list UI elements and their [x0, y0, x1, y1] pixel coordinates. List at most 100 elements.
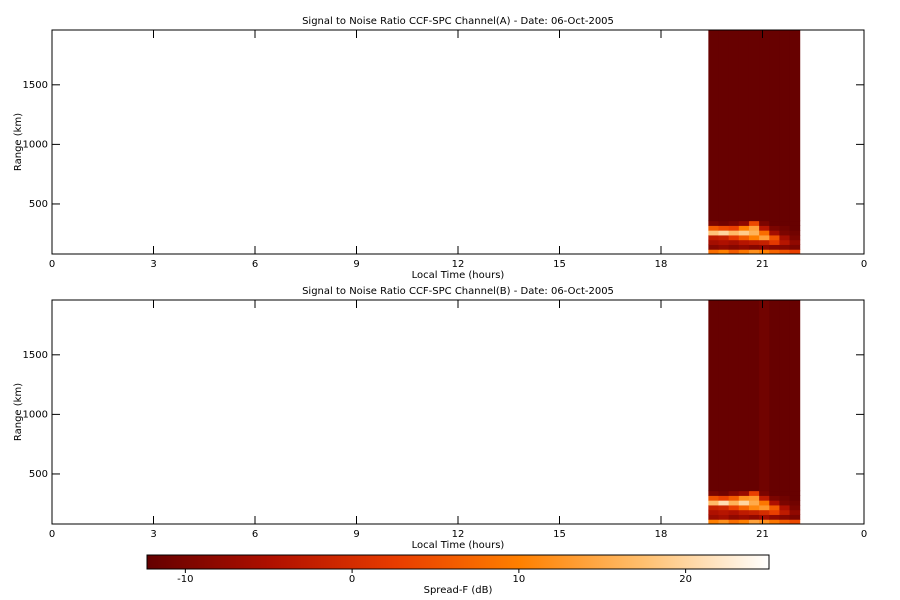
- colorbar-tick-label: 10: [512, 574, 525, 585]
- heat-cell: [728, 225, 740, 231]
- heat-cell: [718, 519, 730, 525]
- heat-cell: [789, 30, 801, 222]
- x-tick-label: 0: [861, 259, 867, 270]
- colorbar-tick-label: -10: [177, 574, 193, 585]
- heat-cell: [759, 495, 770, 501]
- heat-cell: [789, 220, 801, 226]
- heat-cell: [708, 234, 720, 241]
- heat-cell: [738, 300, 750, 492]
- heat-cell: [718, 514, 730, 520]
- heat-cell: [738, 220, 750, 226]
- heat-cell: [748, 30, 760, 222]
- heat-cell: [759, 230, 770, 236]
- heat-cell: [728, 244, 740, 250]
- heat-cell: [748, 300, 760, 492]
- heat-cell: [769, 504, 780, 511]
- heat-cell: [748, 244, 760, 250]
- heat-cell: [738, 239, 750, 245]
- heat-cell: [718, 30, 730, 222]
- heat-cell: [789, 249, 801, 255]
- heat-cell: [748, 490, 760, 496]
- heat-cell: [728, 239, 740, 245]
- heat-cell: [759, 500, 770, 506]
- heat-cell: [769, 490, 780, 496]
- heat-cell: [708, 500, 720, 506]
- x-tick-label: 21: [756, 529, 769, 540]
- heat-cell: [718, 234, 730, 241]
- heat-cell: [789, 244, 801, 250]
- heat-cell: [728, 495, 740, 501]
- heat-cell: [708, 504, 720, 511]
- heat-cell: [769, 244, 780, 250]
- heat-cell: [779, 230, 791, 236]
- x-tick-label: 21: [756, 259, 769, 270]
- y-axis-label: Range (km): [13, 113, 24, 171]
- heat-cell: [718, 249, 730, 255]
- heat-cell: [759, 509, 770, 515]
- heat-cell: [738, 519, 750, 525]
- x-axis-label: Local Time (hours): [412, 270, 505, 281]
- heat-cell: [748, 249, 760, 255]
- heat-cell: [728, 514, 740, 520]
- heat-cell: [738, 30, 750, 222]
- heat-cell: [769, 514, 780, 520]
- heat-cell: [708, 490, 720, 496]
- heat-cell: [779, 504, 791, 511]
- heat-cell: [759, 519, 770, 525]
- colorbar: [146, 554, 770, 570]
- heat-cell: [789, 495, 801, 501]
- heat-cell: [789, 500, 801, 506]
- heat-cell: [779, 495, 791, 501]
- heat-cell: [779, 239, 791, 245]
- heat-cell: [759, 30, 770, 222]
- heat-cell: [738, 225, 750, 231]
- heat-cell: [738, 490, 750, 496]
- heat-cell: [789, 230, 801, 236]
- colorbar-tick-label: 20: [679, 574, 692, 585]
- heat-cell: [728, 230, 740, 236]
- x-tick-label: 0: [861, 529, 867, 540]
- heat-cell: [759, 220, 770, 226]
- heat-cell: [769, 239, 780, 245]
- heat-cell: [718, 244, 730, 250]
- heat-cell: [708, 30, 720, 222]
- colorbar-tick-label: 0: [349, 574, 355, 585]
- heat-cell: [718, 230, 730, 236]
- x-tick-label: 15: [553, 259, 566, 270]
- y-tick-label: 1500: [23, 80, 48, 91]
- heat-cell: [779, 300, 791, 492]
- heat-cell: [789, 300, 801, 492]
- heat-cell: [728, 30, 740, 222]
- heat-cell: [748, 495, 760, 501]
- x-tick-label: 6: [252, 529, 258, 540]
- chart-title: Signal to Noise Ratio CCF-SPC Channel(A)…: [302, 16, 614, 27]
- x-tick-label: 12: [452, 529, 465, 540]
- heat-cell: [759, 234, 770, 241]
- heat-cell: [769, 249, 780, 255]
- heat-cell: [748, 225, 760, 231]
- heat-cell: [759, 244, 770, 250]
- heat-cell: [789, 514, 801, 520]
- heat-cell: [779, 514, 791, 520]
- heat-cell: [779, 249, 791, 255]
- heat-cell: [738, 230, 750, 236]
- heat-cell: [769, 519, 780, 525]
- heat-cell: [789, 234, 801, 241]
- heat-cell: [708, 509, 720, 515]
- heat-cell: [748, 514, 760, 520]
- heat-cell: [718, 495, 730, 501]
- heat-cell: [718, 220, 730, 226]
- heat-cell: [738, 509, 750, 515]
- y-tick-label: 500: [29, 199, 48, 210]
- x-tick-label: 9: [353, 529, 359, 540]
- heat-cell: [779, 220, 791, 226]
- heat-cell: [708, 519, 720, 525]
- heat-cell: [789, 519, 801, 525]
- heat-cell: [759, 239, 770, 245]
- heat-cell: [779, 234, 791, 241]
- heat-cell: [708, 300, 720, 492]
- heat-cell: [738, 234, 750, 241]
- heat-cell: [769, 509, 780, 515]
- heat-cell: [759, 514, 770, 520]
